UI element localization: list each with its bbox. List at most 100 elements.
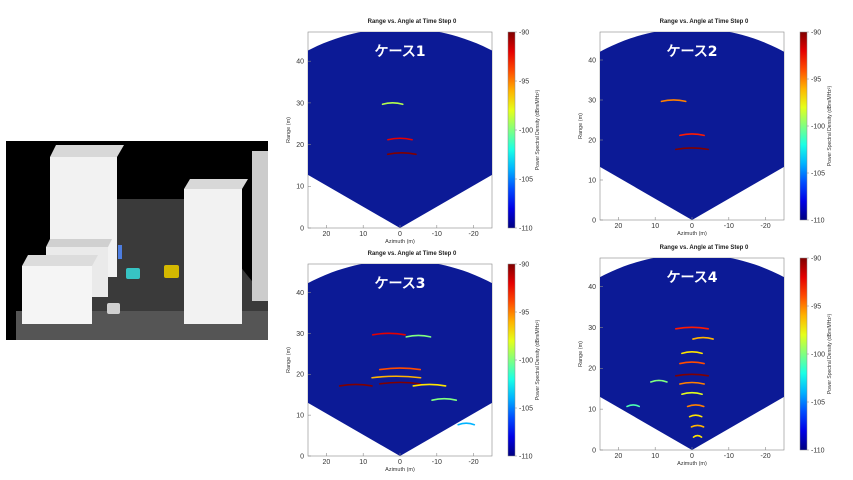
plot-title: Range vs. Angle at Time Step 0: [367, 19, 457, 25]
street-scene-with-buildings-and-cars-icon: [6, 141, 268, 340]
x-axis-label: Azimuth (m): [385, 239, 415, 245]
x-tick-label: 10: [651, 223, 659, 230]
x-tick-label: 10: [651, 453, 659, 460]
x-tick-label: -20: [469, 231, 479, 238]
colorbar-tick-label: -95: [519, 78, 529, 85]
case-label: ケース1: [374, 44, 425, 60]
y-axis-label: Range (m): [286, 117, 292, 143]
detection-mark: [338, 383, 373, 387]
colorbar-tick-label: -95: [811, 303, 821, 310]
colorbar-tick-label: -90: [811, 255, 821, 262]
radar-plot-case-4: Range vs. Angle at Time Step 0 ケース4 20 10 0…: [568, 242, 840, 468]
x-tick-label: 0: [690, 223, 694, 230]
y-tick-label: 40: [588, 284, 596, 291]
plot-title: Range vs. Angle at Time Step 0: [659, 19, 749, 25]
y-tick-label: 30: [588, 97, 596, 104]
y-tick-label: 0: [300, 225, 304, 232]
colorbar-tick-label: -110: [811, 217, 825, 224]
colorbar-label: Power Spectral Density (dBm/MHz²): [827, 86, 833, 167]
detection-mark: [387, 137, 413, 141]
radar-coverage-sector: [308, 264, 492, 456]
x-tick-label: -10: [432, 231, 442, 238]
colorbar-tick-label: -95: [811, 76, 821, 83]
y-tick-label: 20: [296, 372, 304, 379]
street-scene-image: [6, 141, 268, 340]
detection-mark: [457, 422, 476, 426]
colorbar-label: Power Spectral Density (dBm/MHz²): [535, 320, 541, 401]
x-tick-label: 10: [359, 231, 367, 238]
x-tick-label: 20: [615, 453, 623, 460]
detection-mark: [675, 326, 709, 330]
y-tick-label: 0: [592, 447, 596, 454]
x-tick-label: 0: [690, 453, 694, 460]
x-tick-label: -10: [724, 453, 734, 460]
x-tick-label: 20: [323, 231, 331, 238]
detection-mark: [679, 133, 705, 137]
y-tick-label: 10: [588, 177, 596, 184]
colorbar-tick-label: -110: [519, 453, 533, 460]
detection-mark: [371, 332, 406, 336]
detection-mark: [692, 336, 714, 340]
radar-plot-case-1: Range vs. Angle at Time Step 0 ケース1 20 10 0…: [276, 16, 548, 246]
x-tick-label: -20: [469, 459, 479, 466]
y-tick-label: 10: [296, 184, 304, 191]
y-axis-label: Range (m): [578, 341, 584, 367]
x-tick-label: -20: [761, 223, 771, 230]
y-tick-label: 20: [588, 137, 596, 144]
y-tick-label: 30: [296, 100, 304, 107]
colorbar-tick-label: -100: [519, 357, 533, 364]
detection-mark: [675, 147, 709, 151]
y-tick-label: 10: [588, 407, 596, 414]
y-tick-label: 0: [592, 217, 596, 224]
colorbar-label: Power Spectral Density (dBm/MHz²): [827, 314, 833, 395]
colorbar: [507, 263, 516, 457]
detection-mark: [626, 404, 640, 408]
detection-mark: [675, 373, 709, 377]
x-tick-label: 0: [398, 459, 402, 466]
y-tick-label: 40: [296, 59, 304, 66]
y-tick-label: 40: [588, 57, 596, 64]
detection-mark: [692, 434, 703, 438]
x-axis-label: Azimuth (m): [385, 467, 415, 473]
colorbar-tick-label: -100: [811, 123, 825, 130]
y-tick-label: 30: [296, 331, 304, 338]
detection-mark: [679, 361, 705, 365]
colorbar-tick-label: -110: [519, 225, 533, 232]
y-tick-label: 40: [296, 290, 304, 297]
colorbar-tick-label: -100: [811, 351, 825, 358]
detection-mark: [412, 383, 447, 387]
case-label: ケース2: [666, 44, 717, 60]
y-tick-label: 10: [296, 413, 304, 420]
y-tick-label: 30: [588, 325, 596, 332]
detection-mark: [688, 414, 703, 418]
detection-mark: [681, 391, 703, 396]
x-tick-label: 0: [398, 231, 402, 238]
radar-coverage-sector: [308, 32, 492, 228]
detection-mark: [386, 152, 417, 156]
colorbar-tick-label: -105: [811, 170, 825, 177]
y-tick-label: 20: [296, 142, 304, 149]
x-tick-label: 20: [323, 459, 331, 466]
y-axis-label: Range (m): [578, 113, 584, 139]
detection-mark: [405, 334, 432, 338]
detection-mark: [660, 99, 687, 103]
x-axis-label: Azimuth (m): [677, 461, 707, 467]
radar-plot-case-3: Range vs. Angle at Time Step 0 ケース3 20 10 0…: [276, 248, 548, 474]
radar-plot-case-2: Range vs. Angle at Time Step 0 ケース2 20 10 0…: [568, 16, 840, 238]
x-tick-label: 20: [615, 223, 623, 230]
radar-coverage-sector: [600, 32, 784, 220]
y-axis-label: Range (m): [286, 347, 292, 373]
colorbar-tick-label: -90: [519, 29, 529, 36]
x-axis-label: Azimuth (m): [677, 231, 707, 237]
colorbar: [799, 31, 808, 221]
colorbar: [507, 31, 516, 229]
detection-mark: [690, 424, 705, 428]
detection-mark: [679, 381, 705, 385]
detection-mark: [431, 397, 458, 402]
detection-mark: [686, 404, 705, 408]
detection-mark: [681, 351, 703, 355]
y-tick-label: 20: [588, 366, 596, 373]
colorbar-tick-label: -90: [519, 261, 529, 268]
y-tick-label: 0: [300, 453, 304, 460]
colorbar-tick-label: -105: [519, 176, 533, 183]
